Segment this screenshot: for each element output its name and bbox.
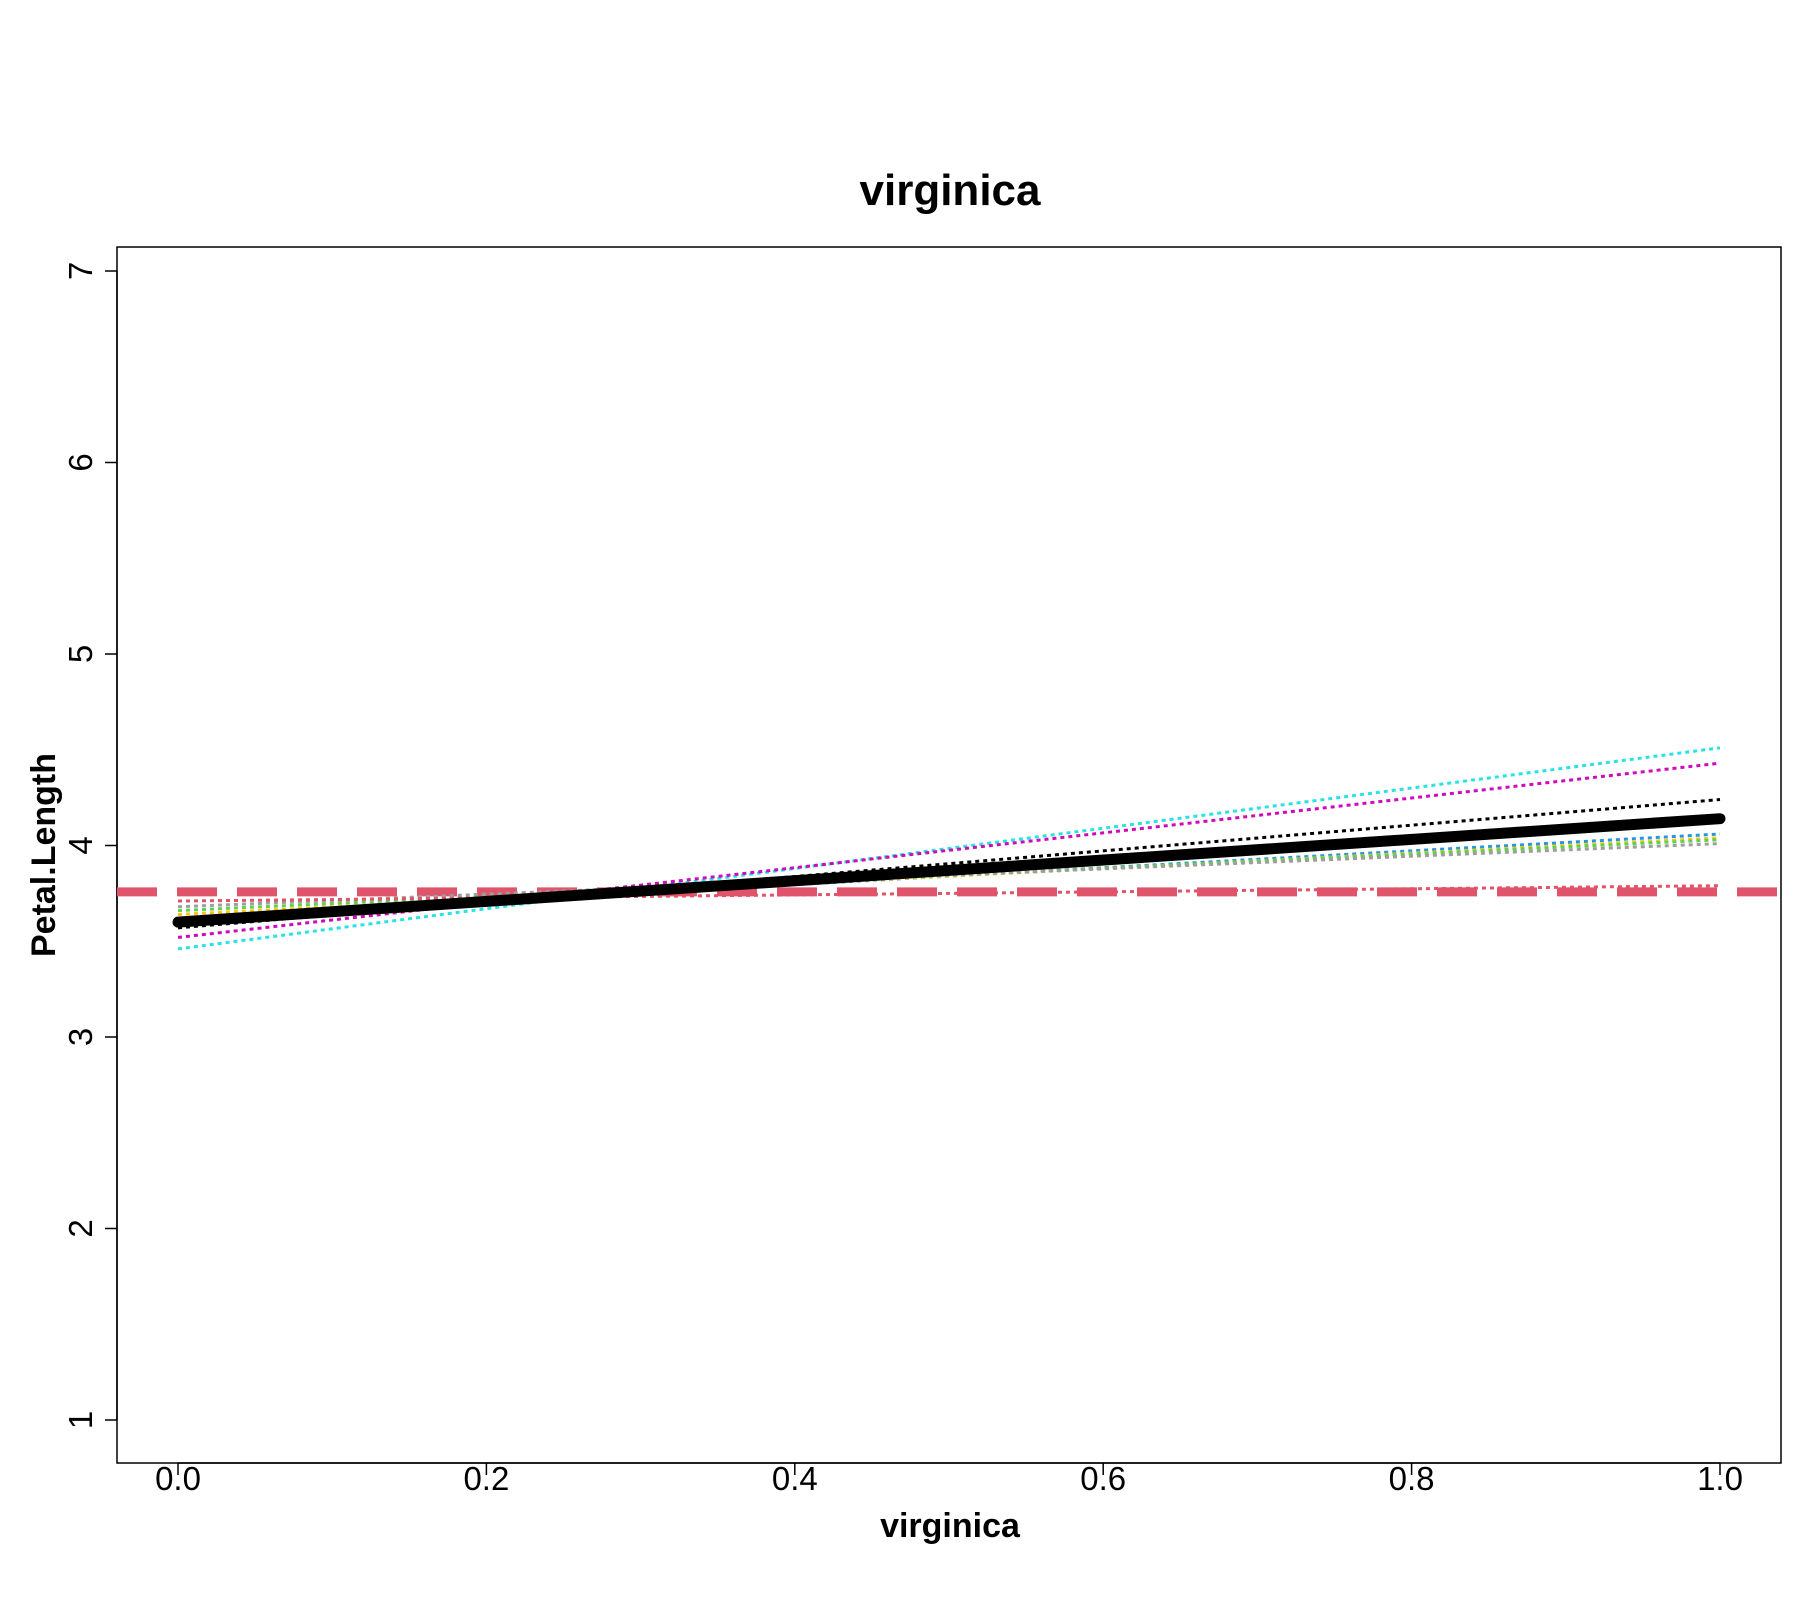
x-tick-label: 0.0 — [155, 1460, 201, 1497]
y-tick-label: 3 — [62, 1028, 99, 1046]
y-tick-label: 6 — [62, 453, 99, 471]
y-tick-label: 4 — [62, 836, 99, 854]
y-tick-label: 2 — [62, 1219, 99, 1237]
y-tick-label: 1 — [62, 1411, 99, 1429]
x-tick-label: 0.4 — [772, 1460, 818, 1497]
x-tick-label: 1.0 — [1697, 1460, 1743, 1497]
x-axis: 0.0 0.2 0.4 0.6 0.8 1.0 — [155, 1460, 1743, 1497]
y-axis-title: Petal.Length — [25, 753, 63, 957]
x-tick-label: 0.8 — [1389, 1460, 1435, 1497]
y-axis: 1 2 3 4 5 6 7 — [62, 262, 118, 1429]
y-tick-label: 5 — [62, 645, 99, 663]
series-line-7 — [177, 884, 1721, 903]
series-line-main — [172, 813, 1726, 928]
y-tick-label: 7 — [62, 262, 99, 280]
chart-title: virginica — [860, 166, 1041, 215]
x-tick-label: 0.6 — [1080, 1460, 1126, 1497]
x-axis-title: virginica — [880, 1507, 1021, 1545]
x-tick-label: 0.2 — [463, 1460, 509, 1497]
series-layer — [117, 746, 1781, 951]
series-line-0 — [177, 746, 1721, 951]
plot-frame — [116, 246, 1782, 1464]
